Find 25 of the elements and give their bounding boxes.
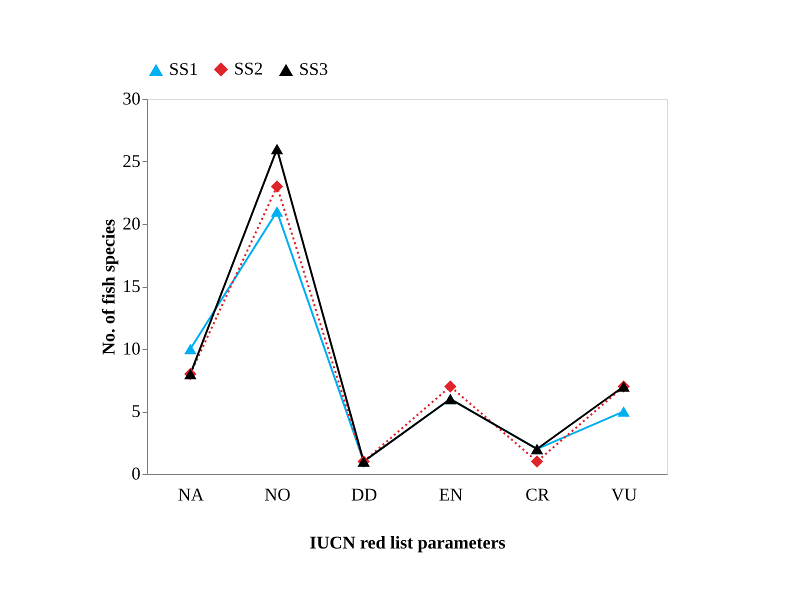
x-tick-label: CR: [525, 484, 550, 504]
y-axis-title: No. of fish species: [98, 219, 118, 355]
legend-label: SS1: [169, 58, 198, 79]
x-axis-title: IUCN red list parameters: [309, 532, 506, 552]
point: [530, 455, 544, 468]
legend-label: SS3: [299, 58, 328, 79]
point: [444, 380, 456, 393]
point: [270, 206, 284, 217]
y-tick-label: 30: [122, 88, 140, 108]
x-tick-label: EN: [438, 484, 463, 504]
x-tick-label: VU: [611, 484, 638, 504]
y-tick-label: 0: [132, 464, 140, 484]
y-tick-label: 20: [122, 214, 140, 234]
x-tick-label: NO: [264, 484, 290, 504]
point: [184, 344, 196, 354]
legend-label: SS2: [234, 58, 264, 78]
x-tick-label: NA: [178, 484, 204, 504]
y-tick-label: 15: [122, 276, 140, 296]
y-tick-label: 10: [122, 338, 140, 358]
point: [618, 406, 630, 417]
y-tick-label: 5: [132, 401, 140, 421]
point: [270, 144, 284, 154]
y-tick-label: 25: [122, 151, 140, 171]
point: [270, 180, 284, 193]
x-tick-label: DD: [351, 484, 378, 504]
